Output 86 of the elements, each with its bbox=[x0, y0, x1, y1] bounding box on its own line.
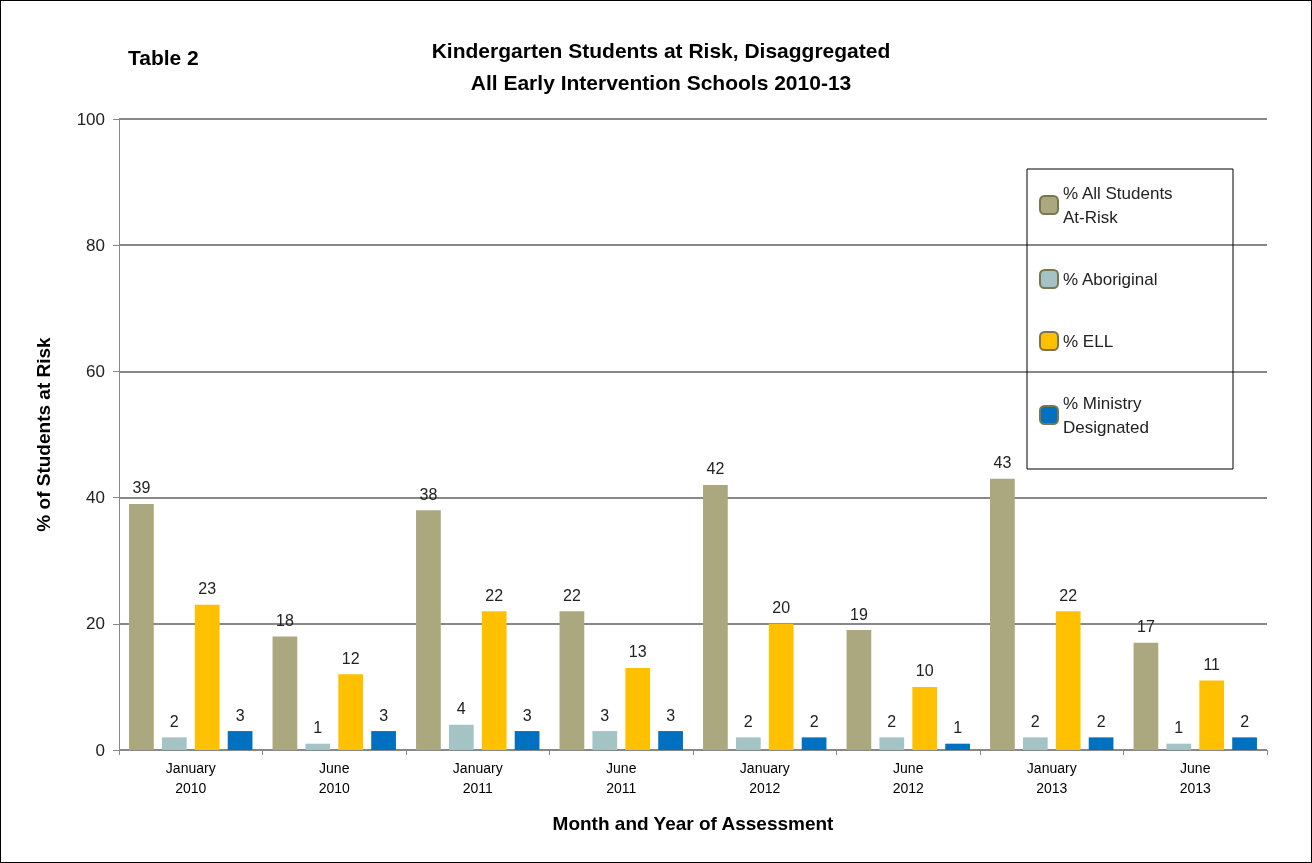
legend-label: % Ministry Designated bbox=[1063, 393, 1150, 437]
y-tick-label: 20 bbox=[86, 614, 105, 634]
bar bbox=[514, 731, 540, 750]
data-label: 22 bbox=[485, 586, 504, 604]
bar bbox=[990, 478, 1015, 750]
bar bbox=[481, 611, 507, 750]
data-label: 11 bbox=[1203, 656, 1221, 674]
bar bbox=[1055, 611, 1081, 750]
data-label: 22 bbox=[563, 586, 581, 604]
y-tick-label: 0 bbox=[95, 740, 105, 760]
bar bbox=[658, 731, 683, 750]
bar bbox=[1232, 737, 1257, 750]
bar bbox=[371, 731, 396, 750]
data-label: 4 bbox=[456, 700, 466, 718]
data-label: 2 bbox=[169, 712, 179, 730]
bar bbox=[592, 731, 618, 750]
data-label: 1 bbox=[1174, 719, 1184, 737]
data-label: 2 bbox=[1096, 712, 1106, 730]
y-tick-label: 60 bbox=[86, 361, 105, 381]
y-axis-title: % of Students at Risk bbox=[33, 336, 54, 532]
bar bbox=[559, 611, 585, 750]
bar bbox=[129, 503, 154, 750]
bar bbox=[735, 737, 761, 750]
bar bbox=[1133, 642, 1159, 750]
x-axis-title: Month and Year of Assessment bbox=[552, 813, 835, 834]
bar bbox=[912, 686, 938, 750]
data-label: 2 bbox=[1030, 712, 1040, 730]
data-label: 13 bbox=[628, 643, 647, 661]
caption: Table 2 bbox=[128, 46, 199, 69]
bar bbox=[338, 674, 364, 750]
data-label: 43 bbox=[993, 454, 1012, 472]
data-label: 10 bbox=[915, 662, 934, 680]
data-label: 2 bbox=[1240, 712, 1250, 730]
data-label: 18 bbox=[276, 611, 294, 629]
bar bbox=[1022, 737, 1048, 750]
data-label: 17 bbox=[1137, 618, 1155, 636]
bar bbox=[272, 636, 298, 750]
x-tick-label: January 2010 bbox=[165, 760, 216, 796]
data-label: 2 bbox=[809, 712, 819, 730]
data-label: 3 bbox=[600, 706, 610, 724]
data-label: 2 bbox=[743, 712, 753, 730]
data-label: 3 bbox=[379, 706, 389, 724]
data-label: 20 bbox=[772, 599, 791, 617]
legend-label: % Aboriginal bbox=[1063, 269, 1158, 289]
data-label: 22 bbox=[1059, 586, 1078, 604]
data-label: 19 bbox=[850, 605, 868, 623]
bar bbox=[945, 743, 970, 750]
bar bbox=[448, 724, 474, 750]
x-tick-label: June 2012 bbox=[892, 760, 925, 796]
bar bbox=[194, 604, 220, 750]
chart-title: Kindergarten Students at Risk, Disaggregated All Early Intervention Schools 2010-13 bbox=[431, 38, 891, 94]
bar bbox=[768, 623, 794, 750]
bar bbox=[1199, 680, 1225, 750]
y-tick-label: 40 bbox=[86, 488, 105, 508]
y-tick-label: 80 bbox=[86, 235, 105, 255]
bar bbox=[416, 510, 441, 750]
bar bbox=[1166, 743, 1192, 750]
legend-label: % ELL bbox=[1063, 331, 1114, 351]
data-label: 12 bbox=[341, 649, 360, 667]
bar bbox=[161, 737, 187, 750]
bar bbox=[305, 743, 331, 750]
legend-label: % All Students At-Risk bbox=[1063, 183, 1178, 227]
data-label: 38 bbox=[419, 485, 438, 503]
x-tick-label: January 2012 bbox=[739, 760, 790, 796]
x-tick-label: June 2013 bbox=[1179, 760, 1212, 796]
data-label: 42 bbox=[706, 460, 725, 478]
y-tick-label: 100 bbox=[76, 109, 105, 129]
data-label: 39 bbox=[132, 479, 151, 497]
x-tick-label: June 2011 bbox=[606, 760, 637, 796]
data-label: 3 bbox=[666, 706, 676, 724]
x-tick-label: June 2010 bbox=[318, 760, 351, 796]
data-label: 3 bbox=[522, 706, 532, 724]
data-label: 1 bbox=[953, 719, 963, 737]
data-label: 2 bbox=[887, 712, 897, 730]
bar bbox=[801, 737, 827, 750]
bar bbox=[625, 667, 651, 750]
bar bbox=[879, 737, 905, 750]
data-label: 1 bbox=[313, 719, 323, 737]
x-tick-label: January 2011 bbox=[452, 760, 503, 796]
x-tick-label: January 2013 bbox=[1026, 760, 1077, 796]
data-label: 23 bbox=[198, 580, 217, 598]
bar bbox=[227, 731, 253, 750]
bar bbox=[846, 630, 872, 750]
bar bbox=[1088, 737, 1114, 750]
bar bbox=[703, 484, 728, 750]
data-label: 3 bbox=[235, 706, 245, 724]
